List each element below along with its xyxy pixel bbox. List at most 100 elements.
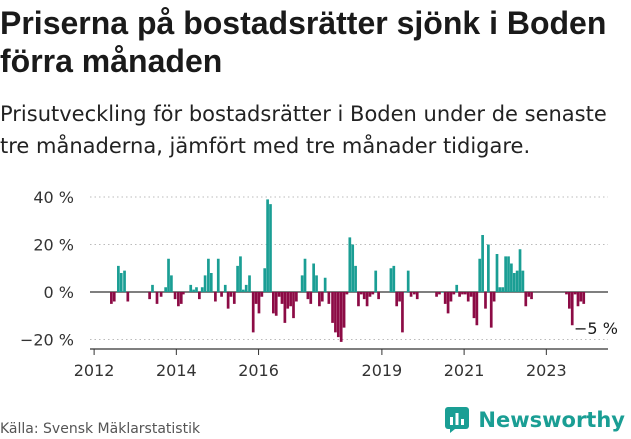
x-tick-label: 2012 xyxy=(74,361,115,380)
bar xyxy=(481,235,484,292)
bar xyxy=(280,292,284,304)
bar xyxy=(251,292,255,333)
x-tick-label: 2016 xyxy=(238,361,279,380)
bar xyxy=(472,292,476,319)
bar xyxy=(570,292,574,326)
bar xyxy=(582,292,586,304)
bar xyxy=(461,292,464,295)
bar xyxy=(458,292,461,297)
bar xyxy=(189,284,193,293)
x-tick-label: 2019 xyxy=(362,361,403,380)
bar xyxy=(392,265,396,293)
bar xyxy=(498,287,502,292)
bar xyxy=(527,292,531,297)
bar xyxy=(241,289,245,293)
bar xyxy=(374,270,378,293)
bar xyxy=(173,292,177,300)
bar xyxy=(283,292,287,323)
bar xyxy=(521,270,525,293)
bar xyxy=(244,284,248,293)
bar xyxy=(446,292,450,314)
bar xyxy=(507,256,510,293)
bar xyxy=(229,292,233,297)
bar xyxy=(315,275,318,293)
bar xyxy=(306,292,310,300)
bar xyxy=(226,292,230,309)
bar xyxy=(164,287,167,292)
bar xyxy=(339,292,343,342)
bar xyxy=(181,292,185,295)
newsworthy-logo-text: Newsworthy xyxy=(478,408,625,432)
bar xyxy=(236,265,239,293)
bar xyxy=(123,270,126,293)
x-tick-label: 2021 xyxy=(444,361,485,380)
bar xyxy=(295,292,298,302)
bar xyxy=(254,292,258,304)
bar xyxy=(148,292,151,300)
bar xyxy=(487,244,490,292)
bar xyxy=(377,292,380,300)
bar xyxy=(232,292,236,304)
bar xyxy=(504,256,507,293)
bar xyxy=(318,292,321,307)
y-tick-label: 20 % xyxy=(33,236,74,255)
bar xyxy=(309,292,313,304)
y-tick-label: 40 % xyxy=(33,188,74,207)
bar xyxy=(403,292,407,293)
bar xyxy=(449,292,453,302)
bar xyxy=(357,292,360,307)
bar xyxy=(348,237,352,293)
y-tick-label: −20 % xyxy=(20,331,74,350)
bar xyxy=(223,284,227,293)
bar xyxy=(216,258,220,292)
bar xyxy=(177,292,180,307)
bar xyxy=(484,292,487,309)
bar xyxy=(365,292,369,307)
bar xyxy=(398,292,401,302)
bar xyxy=(351,244,355,292)
bar xyxy=(359,292,363,295)
bar xyxy=(331,292,334,323)
bar xyxy=(413,292,416,295)
bar xyxy=(266,199,269,293)
bar xyxy=(510,263,513,292)
bar xyxy=(334,292,337,333)
newsworthy-logo-icon xyxy=(445,407,470,433)
bar xyxy=(167,258,170,292)
bar xyxy=(501,287,505,292)
bar xyxy=(289,292,292,307)
bar xyxy=(395,292,399,307)
bar xyxy=(371,292,375,295)
bar xyxy=(192,289,195,293)
bar xyxy=(406,270,410,293)
bar xyxy=(198,292,201,300)
bar xyxy=(489,292,493,328)
bar xyxy=(274,292,278,316)
bar xyxy=(269,204,272,293)
source-note: Källa: Svensk Mäklarstatistik xyxy=(0,421,201,437)
bar xyxy=(438,292,441,295)
newsworthy-logo[interactable]: Newsworthy xyxy=(444,406,625,434)
bar xyxy=(214,292,217,302)
chart-title: Priserna på bostadsrätter sjönk i Boden … xyxy=(0,5,607,79)
bar xyxy=(455,284,459,293)
bar xyxy=(362,292,366,300)
bar xyxy=(368,292,372,297)
bar xyxy=(272,292,275,314)
bar xyxy=(170,275,173,293)
bar xyxy=(303,258,307,292)
bar xyxy=(336,292,340,338)
bar xyxy=(530,292,533,300)
bar xyxy=(207,258,210,292)
x-tick-label: 2014 xyxy=(156,361,197,380)
bar xyxy=(151,284,154,293)
chart-subtitle: Prisutveckling för bostadsrätter i Boden… xyxy=(0,102,607,158)
bar xyxy=(117,265,120,293)
bar xyxy=(579,292,583,302)
bar xyxy=(443,292,447,304)
bar-chart: 40 % 20 % 0 % −20 %2012 2014 2016 2019 2021 2023… xyxy=(20,188,618,380)
bar xyxy=(112,292,116,302)
bar xyxy=(524,292,528,307)
bar xyxy=(110,292,113,304)
bar xyxy=(327,292,331,304)
